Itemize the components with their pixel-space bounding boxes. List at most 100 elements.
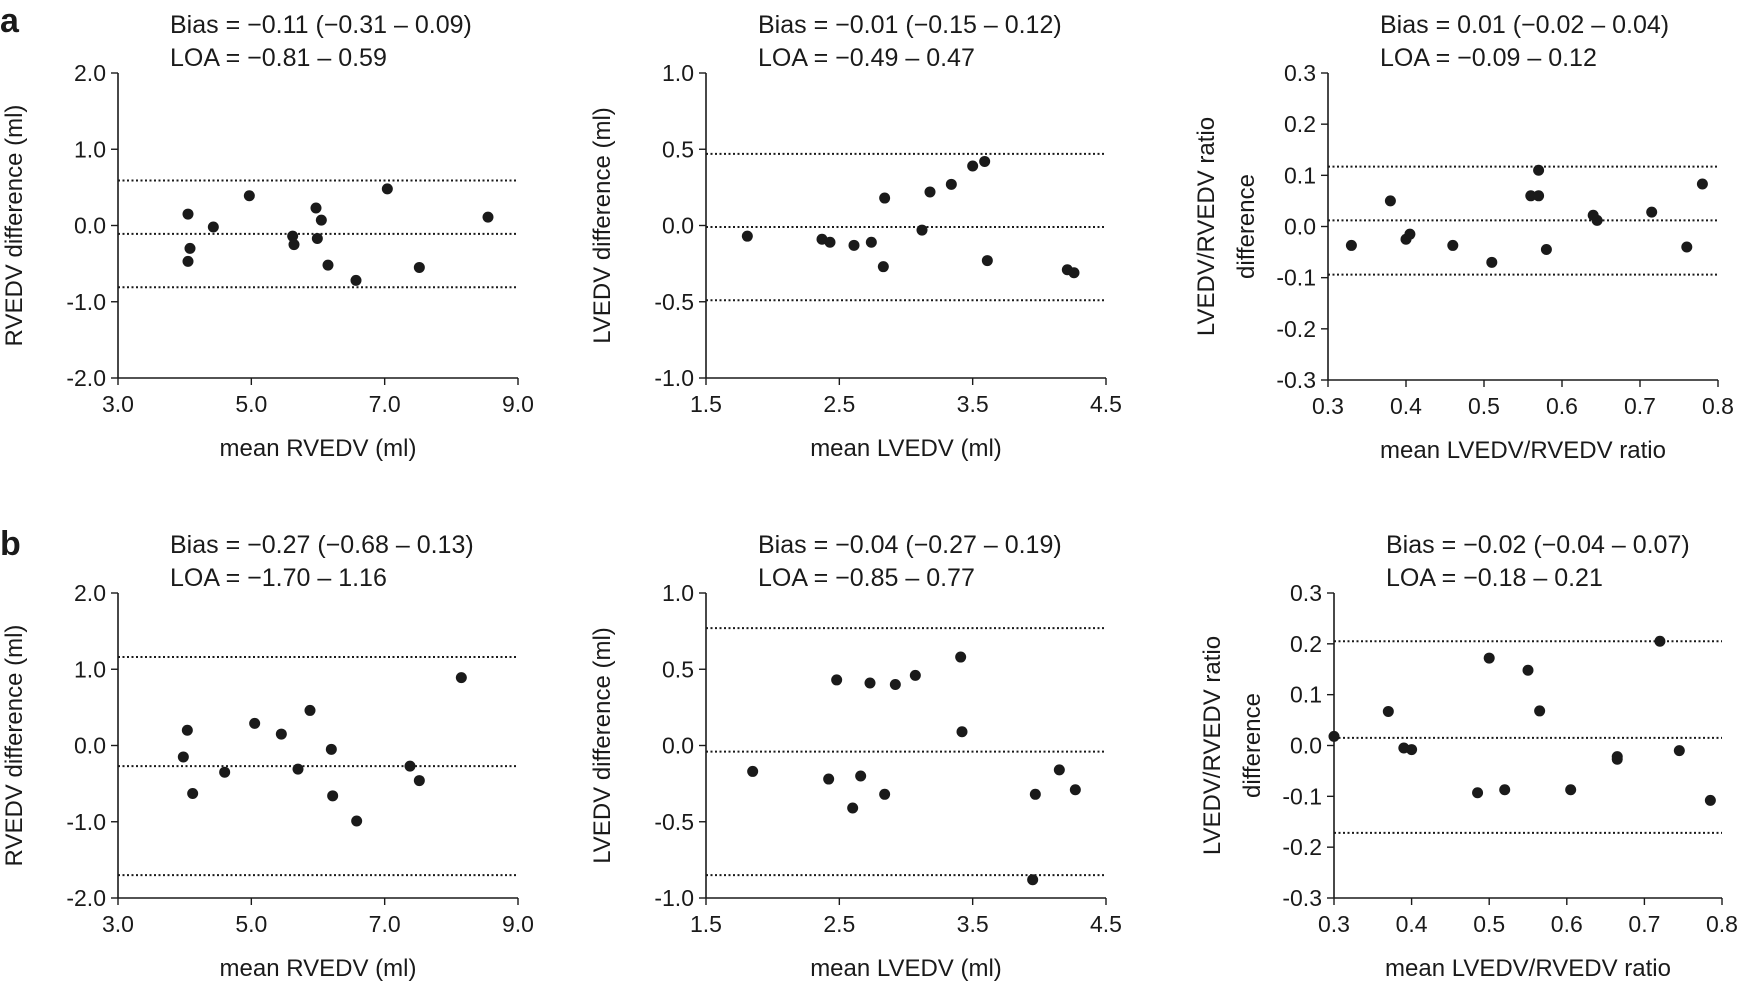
data-point bbox=[1681, 241, 1693, 253]
y-tick-label: 0.2 bbox=[1290, 631, 1322, 657]
data-point bbox=[847, 802, 859, 814]
data-point bbox=[1533, 164, 1545, 176]
x-tick-label: 3.5 bbox=[957, 911, 989, 937]
data-point bbox=[1499, 784, 1511, 796]
data-point bbox=[741, 230, 753, 242]
y-tick-label: -0.3 bbox=[1276, 367, 1316, 393]
data-point bbox=[404, 760, 416, 772]
bias-annotation: Bias = −0.01 (−0.15 – 0.12) bbox=[758, 11, 1062, 39]
data-point bbox=[327, 790, 339, 802]
loa-annotation: LOA = −0.85 – 0.77 bbox=[758, 564, 975, 592]
x-tick-label: 0.3 bbox=[1318, 911, 1350, 937]
x-tick-label: 1.5 bbox=[690, 391, 722, 417]
charts-layer: Bias = −0.11 (−0.31 – 0.09) LOA = −0.81 –… bbox=[1, 11, 1738, 982]
y-tick-label: 0.0 bbox=[74, 733, 106, 759]
data-point bbox=[182, 255, 194, 267]
data-point bbox=[909, 669, 921, 681]
data-point bbox=[455, 672, 467, 684]
data-point bbox=[310, 202, 322, 214]
data-point bbox=[187, 788, 199, 800]
data-point bbox=[177, 751, 189, 763]
data-point bbox=[1382, 705, 1394, 717]
data-point bbox=[1027, 874, 1039, 886]
x-axis-title: mean RVEDV (ml) bbox=[220, 955, 417, 982]
data-point bbox=[182, 208, 194, 220]
data-point bbox=[864, 677, 876, 689]
data-point bbox=[1522, 664, 1534, 676]
data-point bbox=[848, 239, 860, 251]
data-point bbox=[1029, 788, 1041, 800]
data-point bbox=[350, 274, 362, 286]
data-point bbox=[747, 765, 759, 777]
data-point bbox=[877, 261, 889, 273]
data-point bbox=[1069, 784, 1081, 796]
x-tick-label: 0.8 bbox=[1702, 393, 1734, 419]
bias-annotation: Bias = 0.01 (−0.02 – 0.04) bbox=[1380, 11, 1669, 39]
data-point bbox=[831, 674, 843, 686]
x-tick-label: 0.6 bbox=[1546, 393, 1578, 419]
y-tick-label: -0.2 bbox=[1276, 316, 1316, 342]
x-tick-label: 2.5 bbox=[823, 911, 855, 937]
y-axis-title: LVEDV difference (ml) bbox=[589, 627, 616, 864]
loa-annotation: LOA = −0.18 – 0.21 bbox=[1386, 564, 1603, 592]
data-point bbox=[924, 186, 936, 198]
loa-annotation: LOA = −0.49 – 0.47 bbox=[758, 44, 975, 72]
data-point bbox=[1404, 228, 1416, 240]
data-point bbox=[1483, 652, 1495, 664]
y-tick-label: -2.0 bbox=[66, 365, 106, 391]
data-point bbox=[249, 717, 261, 729]
y-tick-label: 2.0 bbox=[74, 580, 106, 606]
y-tick-label: -1.0 bbox=[66, 289, 106, 315]
y-tick-label: -0.5 bbox=[654, 289, 694, 315]
y-tick-label: -0.5 bbox=[654, 809, 694, 835]
y-axis-title: LVEDV difference (ml) bbox=[589, 107, 616, 344]
x-tick-label: 4.5 bbox=[1090, 911, 1122, 937]
data-point bbox=[1673, 745, 1685, 757]
y-tick-label: -2.0 bbox=[66, 885, 106, 911]
x-tick-label: 0.7 bbox=[1628, 911, 1660, 937]
data-point bbox=[889, 679, 901, 690]
bias-annotation: Bias = −0.27 (−0.68 – 0.13) bbox=[170, 531, 474, 559]
data-point bbox=[243, 190, 255, 202]
x-tick-label: 0.7 bbox=[1624, 393, 1656, 419]
x-tick-label: 3.5 bbox=[957, 391, 989, 417]
data-point bbox=[956, 726, 968, 738]
y-tick-label: 0.0 bbox=[662, 733, 694, 759]
data-point bbox=[1472, 787, 1484, 799]
data-point bbox=[181, 724, 193, 736]
y-axis-title: difference bbox=[1233, 174, 1260, 279]
y-tick-label: 0.1 bbox=[1284, 162, 1316, 188]
data-point bbox=[413, 775, 425, 787]
y-axis-title: RVEDV difference (ml) bbox=[1, 625, 28, 867]
data-point bbox=[823, 773, 835, 785]
x-tick-label: 0.5 bbox=[1468, 393, 1500, 419]
y-tick-label: 0.0 bbox=[74, 213, 106, 239]
data-point bbox=[865, 236, 877, 248]
bias-annotation: Bias = −0.04 (−0.27 – 0.19) bbox=[758, 531, 1062, 559]
data-point bbox=[1447, 239, 1459, 251]
data-point bbox=[1704, 794, 1716, 806]
data-point bbox=[482, 211, 494, 223]
data-point bbox=[1654, 635, 1666, 647]
y-tick-label: 1.0 bbox=[662, 60, 694, 86]
y-tick-label: -0.2 bbox=[1282, 834, 1322, 860]
x-tick-label: 3.0 bbox=[102, 911, 134, 937]
y-tick-label: -1.0 bbox=[654, 885, 694, 911]
data-point bbox=[1384, 195, 1396, 207]
data-point bbox=[955, 651, 967, 663]
data-point bbox=[1696, 178, 1708, 190]
chart-3: Bias = 0.01 (−0.02 – 0.04) LOA = −0.09 – … bbox=[1193, 11, 1734, 464]
chart-1: Bias = −0.11 (−0.31 – 0.09) LOA = −0.81 –… bbox=[1, 11, 534, 462]
x-tick-label: 4.5 bbox=[1090, 391, 1122, 417]
y-tick-label: 0.5 bbox=[662, 656, 694, 682]
x-tick-label: 0.6 bbox=[1551, 911, 1583, 937]
y-tick-label: 0.2 bbox=[1284, 111, 1316, 137]
x-axis-title: mean RVEDV (ml) bbox=[220, 435, 417, 462]
data-point bbox=[879, 192, 891, 204]
x-tick-label: 0.5 bbox=[1473, 911, 1505, 937]
chart-4: Bias = −0.27 (−0.68 – 0.13) LOA = −1.70 –… bbox=[1, 531, 534, 982]
data-point bbox=[304, 704, 316, 716]
x-tick-label: 9.0 bbox=[502, 391, 534, 417]
x-tick-label: 1.5 bbox=[690, 911, 722, 937]
x-tick-label: 7.0 bbox=[369, 391, 401, 417]
